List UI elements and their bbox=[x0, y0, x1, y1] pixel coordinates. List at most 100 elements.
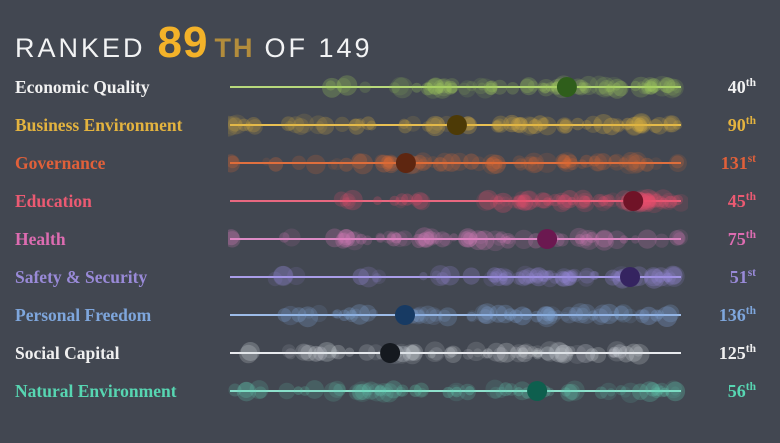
country-dot bbox=[520, 156, 534, 170]
country-dot bbox=[600, 195, 614, 209]
country-dot bbox=[512, 155, 526, 169]
country-dot bbox=[592, 308, 609, 325]
country-marker-dot bbox=[537, 229, 558, 249]
country-dot bbox=[560, 311, 571, 322]
country-dot bbox=[338, 309, 350, 321]
country-dot bbox=[543, 197, 552, 206]
country-dot bbox=[566, 158, 579, 171]
country-marker-dot bbox=[623, 191, 644, 211]
country-dot bbox=[593, 304, 612, 323]
country-dot bbox=[545, 387, 555, 397]
country-dot bbox=[381, 155, 394, 168]
pillar-label: Education bbox=[15, 190, 92, 211]
country-dot bbox=[430, 116, 445, 131]
country-dot bbox=[514, 195, 526, 207]
country-dot bbox=[228, 383, 242, 397]
country-dot bbox=[654, 271, 666, 283]
country-dot bbox=[391, 77, 413, 99]
country-dot bbox=[592, 193, 607, 208]
country-dot bbox=[228, 114, 247, 135]
country-dot bbox=[515, 265, 535, 285]
country-dot bbox=[525, 273, 536, 284]
country-dot bbox=[632, 383, 649, 401]
country-dot bbox=[665, 381, 686, 402]
country-dot bbox=[673, 232, 686, 245]
country-dot bbox=[409, 384, 422, 397]
pillar-rows: Economic Quality 40th Business Environment… bbox=[0, 68, 780, 410]
country-dot bbox=[474, 231, 488, 244]
country-dot bbox=[436, 81, 452, 97]
country-dot bbox=[529, 267, 549, 287]
country-dot bbox=[617, 345, 635, 363]
country-dot bbox=[564, 380, 585, 401]
country-dot bbox=[500, 196, 511, 207]
country-dot bbox=[633, 117, 648, 132]
country-dot bbox=[462, 348, 474, 360]
country-dot bbox=[654, 382, 669, 398]
country-dot bbox=[669, 230, 685, 246]
country-marker-dot bbox=[380, 343, 401, 363]
country-dot bbox=[566, 270, 578, 282]
country-dot bbox=[560, 271, 576, 287]
country-dot bbox=[489, 194, 506, 210]
pillar-label: Governance bbox=[15, 152, 106, 173]
country-dot bbox=[498, 382, 513, 397]
country-dot bbox=[247, 119, 263, 135]
country-dot bbox=[612, 82, 621, 91]
country-dot bbox=[429, 309, 442, 322]
country-dot bbox=[519, 116, 539, 136]
country-dot bbox=[488, 272, 499, 283]
country-dot bbox=[375, 232, 385, 242]
country-dot bbox=[567, 196, 577, 206]
country-dot bbox=[382, 387, 392, 397]
country-dot bbox=[507, 196, 520, 209]
country-dot bbox=[330, 158, 343, 171]
country-dot bbox=[367, 383, 386, 402]
country-dot bbox=[512, 271, 526, 285]
country-dot bbox=[292, 118, 310, 135]
country-dot bbox=[526, 346, 538, 357]
country-dot bbox=[462, 267, 480, 285]
country-dot bbox=[278, 382, 296, 400]
country-dot bbox=[492, 115, 510, 133]
country-dot bbox=[536, 306, 556, 325]
country-dot bbox=[573, 79, 589, 96]
country-dot bbox=[645, 195, 656, 206]
country-dot bbox=[566, 269, 579, 282]
country-dot bbox=[659, 77, 676, 94]
country-dot bbox=[412, 306, 430, 324]
pillar-rank-number: 125 bbox=[718, 342, 746, 363]
country-dot bbox=[322, 77, 342, 98]
country-dot bbox=[579, 229, 600, 250]
country-dot bbox=[559, 119, 573, 134]
country-dot bbox=[279, 232, 290, 243]
country-dot bbox=[509, 309, 523, 324]
country-dot bbox=[325, 228, 344, 248]
country-dot bbox=[281, 116, 296, 132]
country-marker-dot bbox=[446, 115, 467, 135]
pillar-rank: 90th bbox=[688, 115, 780, 136]
country-dot bbox=[589, 155, 601, 167]
country-dot bbox=[589, 75, 609, 95]
country-dot bbox=[575, 82, 587, 95]
country-dot bbox=[358, 266, 379, 288]
pillar-rank-number: 90 bbox=[727, 114, 746, 135]
country-dot bbox=[628, 120, 637, 129]
country-dot bbox=[546, 310, 558, 322]
country-dot bbox=[425, 115, 446, 137]
country-dot bbox=[560, 384, 578, 402]
country-dot bbox=[671, 155, 684, 169]
country-dot bbox=[374, 384, 386, 397]
country-dot bbox=[624, 153, 646, 174]
country-dot bbox=[610, 270, 622, 283]
pillar-label: Natural Environment bbox=[15, 380, 177, 401]
country-dot bbox=[559, 118, 572, 130]
country-dot bbox=[643, 195, 657, 208]
country-dot bbox=[308, 115, 328, 135]
country-dot bbox=[628, 343, 650, 365]
country-dot bbox=[249, 380, 269, 400]
country-dot bbox=[471, 156, 487, 172]
country-dot bbox=[444, 78, 460, 94]
country-dot bbox=[644, 81, 658, 95]
country-dot bbox=[581, 119, 592, 130]
